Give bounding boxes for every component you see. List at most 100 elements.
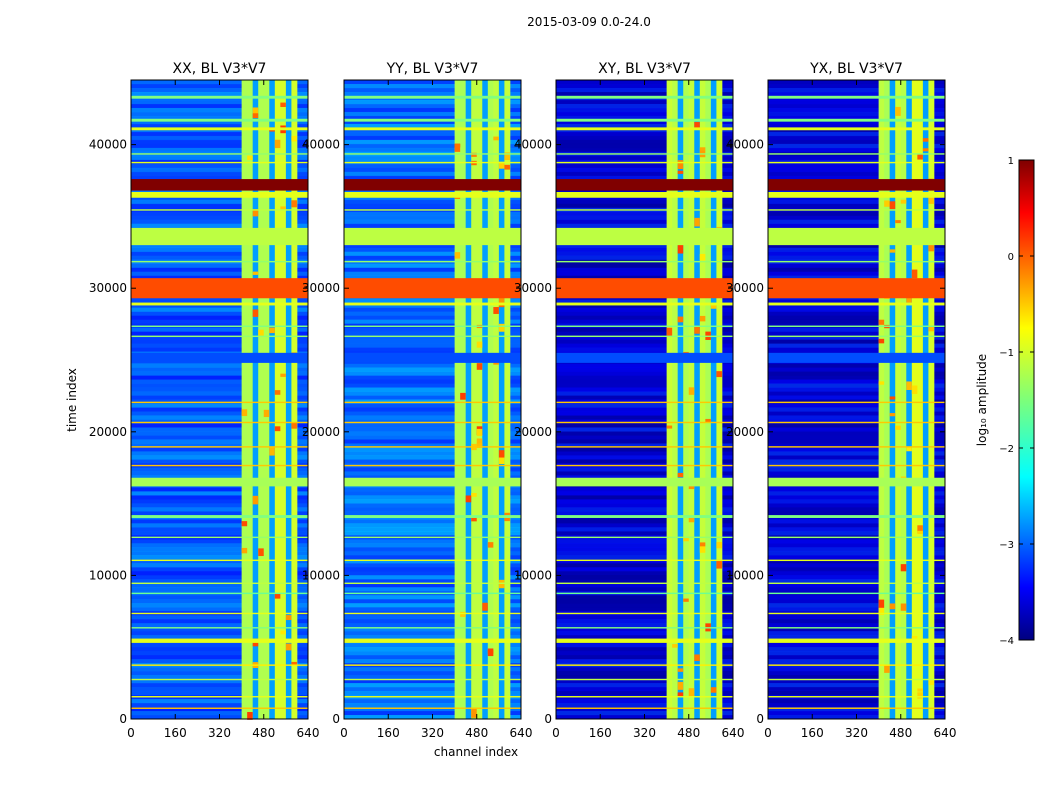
noise-row [768,703,945,708]
noise-row [768,311,945,316]
time-band [131,696,308,698]
noise-row [131,683,308,688]
time-band [556,638,733,643]
noise-row [556,267,733,272]
noise-row [344,487,521,492]
noise-row [556,115,733,121]
noise-row [131,331,308,336]
hot-patch [460,392,466,400]
bright-channel-stripe [911,80,918,719]
hot-patch [911,269,918,279]
noise-row [556,99,733,105]
noise-row [768,555,945,560]
bright-channel-stripe [922,80,929,719]
hot-patch [710,304,717,309]
noise-row [131,363,308,368]
noise-row [344,139,521,145]
noise-row [556,399,733,404]
noise-row [768,607,945,612]
noise-row [556,247,733,253]
time-band [768,446,945,448]
y-tick-label: 20000 [726,425,764,439]
hot-patch [917,530,923,535]
time-band [344,352,521,363]
hot-patch [895,220,901,224]
noise-row [131,211,308,217]
noise-row [131,103,308,109]
noise-row [131,163,308,169]
noise-row [556,439,733,444]
noise-row [556,419,733,424]
hot-patch [677,170,684,174]
noise-row [768,683,945,688]
time-band [556,627,733,629]
hot-patch [498,579,505,589]
noise-row [344,707,521,712]
time-band [131,638,308,643]
bright-channel-stripe [285,80,292,719]
time-band [131,627,308,629]
noise-row [556,415,733,420]
noise-row [344,399,521,404]
hot-patch [274,426,281,432]
time-band [768,638,945,643]
x-tick-label: 640 [510,726,533,740]
noise-row [131,599,308,604]
noise-row [556,339,733,344]
time-band [131,707,308,709]
x-tick-label: 320 [421,726,444,740]
hot-patch [677,472,684,478]
time-band [344,153,521,155]
x-tick-label: 480 [252,726,275,740]
noise-row [556,219,733,225]
noise-row [344,215,521,221]
time-band [131,464,308,467]
noise-row [131,679,308,684]
noise-row [131,619,308,624]
noise-row [344,375,521,380]
noise-row [768,87,945,93]
noise-row [131,431,308,436]
noise-row [556,647,733,652]
noise-row [344,319,521,324]
noise-row [344,655,521,660]
noise-row [768,475,945,480]
noise-row [556,327,733,332]
hot-patch [694,654,700,661]
bright-channel-stripe [928,80,935,719]
noise-row [768,391,945,396]
noise-row [556,671,733,676]
noise-row [131,387,308,392]
noise-row [344,363,521,368]
colorbar-gradient [1018,159,1035,641]
time-band [556,582,733,585]
hot-patch [252,495,259,505]
time-band [131,536,308,539]
hot-patch [476,438,483,447]
hot-patch [694,217,700,227]
bright-channel-stripe [493,80,500,719]
noise-row [344,527,521,532]
hot-patch [263,409,270,418]
noise-row [556,143,733,149]
time-band [768,127,945,131]
noise-row [768,263,945,269]
noise-row [768,643,945,648]
noise-row [344,435,521,440]
noise-row [768,667,945,672]
noise-row [131,399,308,404]
noise-row [131,635,308,640]
time-band [768,278,945,299]
time-band [556,127,733,131]
noise-row [768,411,945,416]
noise-row [131,403,308,408]
y-tick-label: 40000 [302,138,340,152]
hot-patch [666,327,673,337]
noise-row [556,559,733,564]
noise-row [768,407,945,412]
hot-patch [688,688,695,697]
hot-patch [291,422,297,429]
noise-row [344,499,521,504]
hot-patch [878,319,885,325]
noise-row [344,503,521,508]
